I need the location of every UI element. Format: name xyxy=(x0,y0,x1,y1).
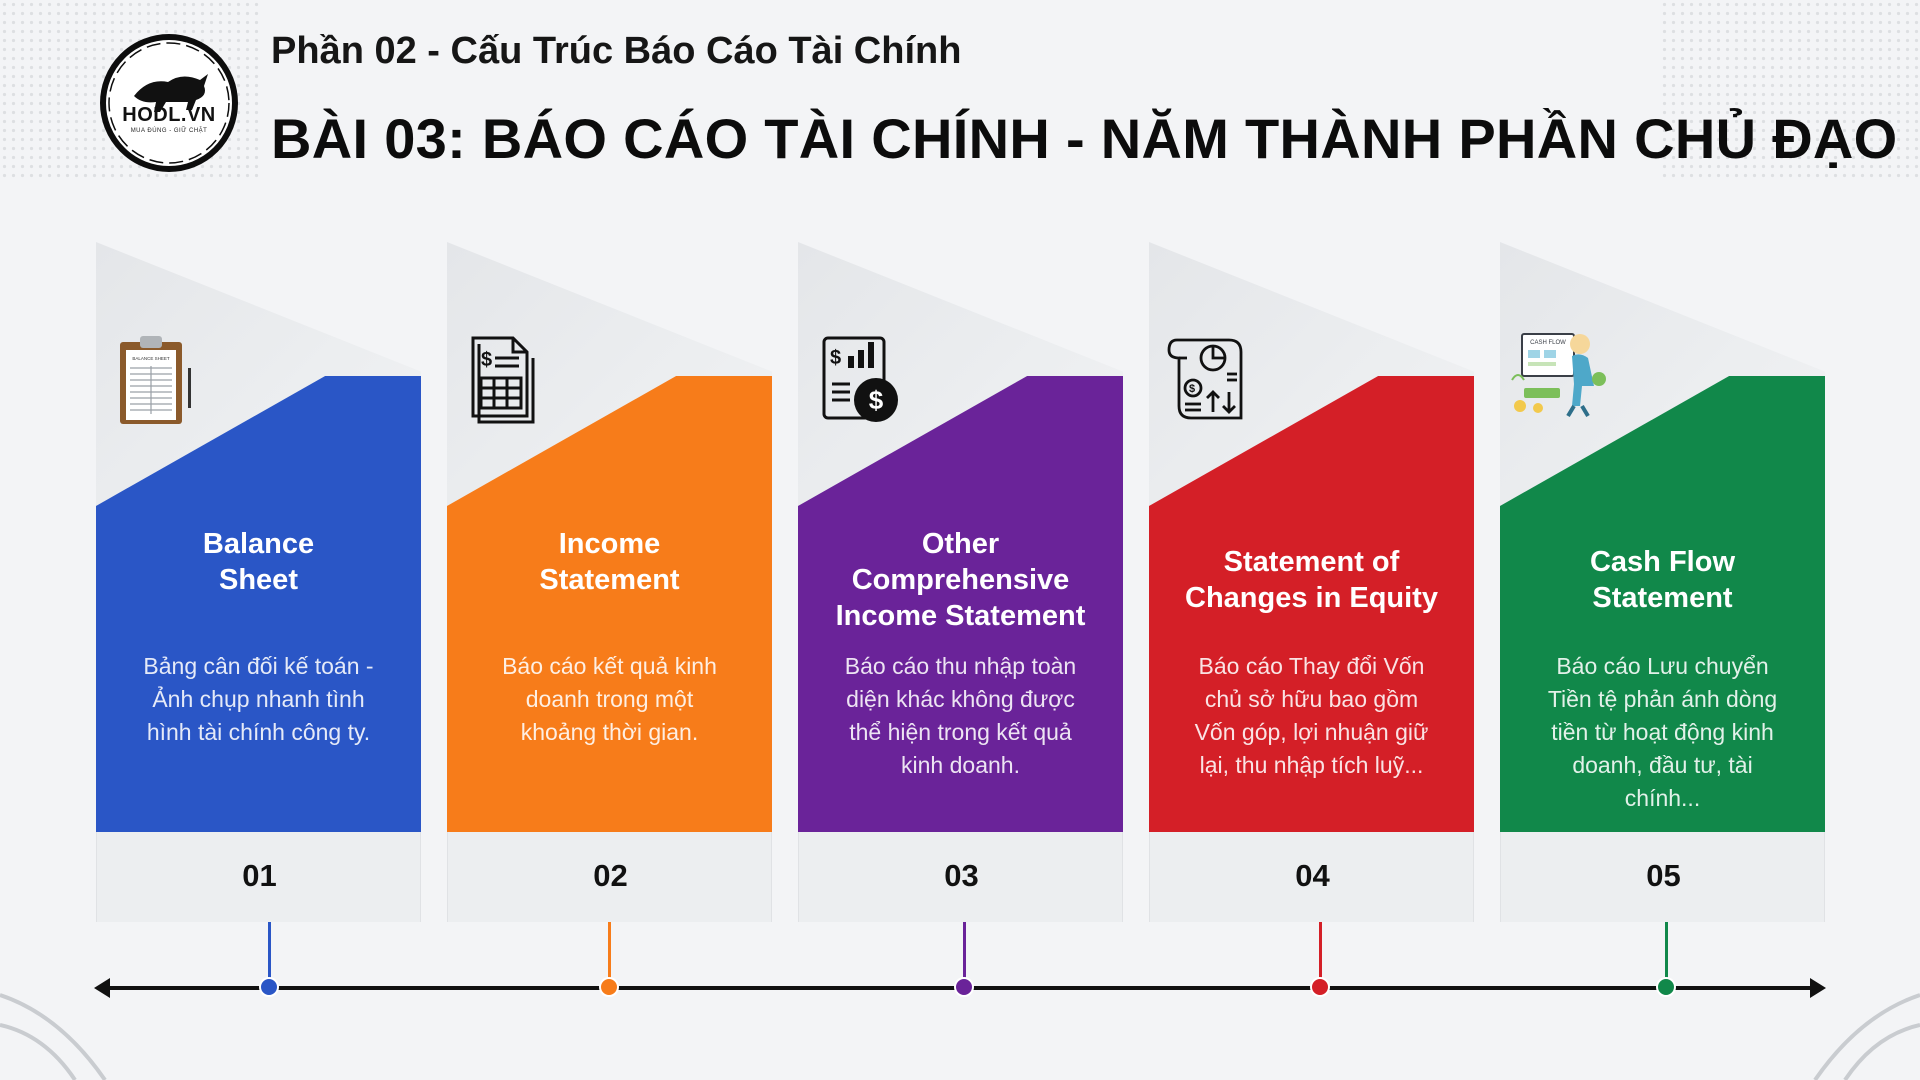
card-number: 04 xyxy=(1295,858,1330,893)
timeline-stem-02 xyxy=(608,922,611,978)
timeline-stem-01 xyxy=(268,922,271,978)
card-number: 05 xyxy=(1646,858,1681,893)
svg-text:$: $ xyxy=(830,347,841,369)
card-title: Balance Sheet xyxy=(106,526,411,598)
card-title-line: Income Statement xyxy=(835,600,1086,632)
card-title-line: Changes in Equity xyxy=(1185,582,1438,614)
timeline-dot-04[interactable] xyxy=(1310,977,1330,997)
card-title: Cash Flow Statement xyxy=(1510,544,1815,616)
card-title-line: Cash Flow xyxy=(1589,546,1735,578)
background-swoosh-right xyxy=(1813,993,1920,1080)
card-number-box: 01 xyxy=(96,832,421,922)
page-title: BÀI 03: BÁO CÁO TÀI CHÍNH - NĂM THÀNH PH… xyxy=(271,107,1898,170)
timeline-stem-05 xyxy=(1665,922,1668,978)
background-swoosh-left xyxy=(0,993,107,1080)
card-number: 03 xyxy=(944,858,979,893)
section-subtitle: Phần 02 - Cấu Trúc Báo Cáo Tài Chính xyxy=(271,30,962,72)
timeline-stem-04 xyxy=(1319,922,1322,978)
timeline-dot-05[interactable] xyxy=(1656,977,1676,997)
card-cash-flow-statement[interactable]: CASH FLOW Cash Flow Statement Báo cáo Lư… xyxy=(1500,242,1825,922)
clipboard-balance-sheet-icon: BALANCE SHEET xyxy=(104,328,204,428)
cash-flow-illustration-icon: CASH FLOW xyxy=(1508,322,1608,422)
logo-slogan: MUA ĐÚNG - GIỮ CHẶT xyxy=(130,128,208,134)
equity-scroll-icon: $ xyxy=(1157,328,1257,428)
card-title-line: Statement of xyxy=(1223,546,1400,578)
card-description: Báo cáo Lưu chuyển Tiền tệ phản ánh dòng… xyxy=(1547,653,1778,811)
svg-text:$: $ xyxy=(481,349,492,371)
card-income-statement[interactable]: $ Income Statement Báo cáo kết quả kinh … xyxy=(447,242,772,922)
logo-circle-icon xyxy=(100,34,238,172)
hodl-logo[interactable]: HODL.VN MUA ĐÚNG - GIỮ CHẶT xyxy=(96,30,242,176)
card-description: Bảng cân đối kế toán - Ảnh chụp nhanh tì… xyxy=(143,653,374,745)
card-number-box: 04 xyxy=(1149,832,1474,922)
card-number-box: 02 xyxy=(447,832,772,922)
card-title-line: Sheet xyxy=(219,564,298,596)
card-number: 01 xyxy=(242,858,277,893)
svg-text:$: $ xyxy=(1189,383,1195,395)
card-title-line: Comprehensive xyxy=(851,564,1070,596)
card-title: Income Statement xyxy=(457,526,762,598)
cash-flow-icon-label: CASH FLOW xyxy=(1530,340,1566,346)
timeline-arrow-right-icon xyxy=(1810,978,1826,998)
timeline-arrow-left-icon xyxy=(94,978,110,998)
card-title: Other Comprehensive Income Statement xyxy=(808,526,1113,634)
card-description: Báo cáo thu nhập toàn diện khác không đư… xyxy=(844,653,1077,778)
card-balance-sheet[interactable]: BALANCE SHEET Balance Sheet Bảng cân đối… xyxy=(96,242,421,922)
card-number: 02 xyxy=(593,858,628,893)
card-changes-in-equity[interactable]: $ Statement of Changes in Equity Báo cáo… xyxy=(1149,242,1474,922)
card-title-line: Statement xyxy=(1592,582,1733,614)
card-description: Báo cáo kết quả kinh doanh trong một kho… xyxy=(502,653,717,745)
card-title-line: Balance xyxy=(202,528,315,560)
timeline-dot-02[interactable] xyxy=(599,977,619,997)
card-number-box: 05 xyxy=(1500,832,1825,922)
card-title: Statement of Changes in Equity xyxy=(1159,544,1464,616)
card-title-line: Statement xyxy=(539,564,680,596)
timeline-stem-03 xyxy=(963,922,966,978)
svg-text:$: $ xyxy=(869,385,884,415)
background-dot-pattern-right xyxy=(1660,0,1920,180)
logo-text: HODL.VN xyxy=(122,104,216,126)
timeline-dot-01[interactable] xyxy=(259,977,279,997)
card-title-line: Other xyxy=(921,528,1000,560)
chart-dollar-report-icon: $ $ xyxy=(806,328,906,428)
card-description: Báo cáo Thay đổi Vốn chủ sở hữu bao gồm … xyxy=(1194,653,1429,778)
card-title-line: Income xyxy=(558,528,661,560)
timeline-dot-03[interactable] xyxy=(954,977,974,997)
card-number-box: 03 xyxy=(798,832,1123,922)
balance-sheet-icon-label: BALANCE SHEET xyxy=(132,356,170,361)
card-other-comprehensive-income[interactable]: $ $ Other Comprehensive Income Statement… xyxy=(798,242,1123,922)
invoice-document-icon: $ xyxy=(455,328,555,428)
